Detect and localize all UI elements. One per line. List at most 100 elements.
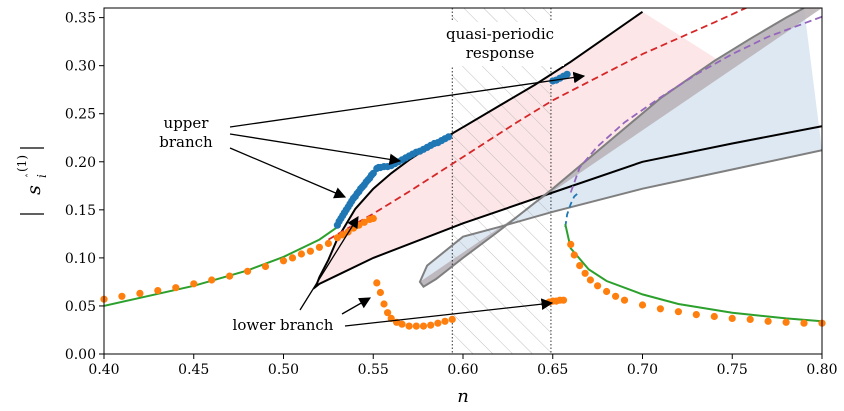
- x-tick-label-5: 0.65: [537, 362, 568, 378]
- orange-marker-50: [612, 292, 620, 300]
- series-purple-dashed-3: [569, 15, 822, 193]
- x-tick-label-2: 0.50: [268, 362, 299, 378]
- quasi-periodic-bounds: [451, 8, 552, 354]
- axis-ticks: 0.40 0.45 0.50 0.55 0.60 0.65 0.70 0.75 0.80 0.00…: [65, 11, 838, 378]
- orange-marker-32: [412, 322, 420, 330]
- upper-branch-line2: branch: [159, 133, 213, 151]
- orange-marker-35: [434, 319, 442, 327]
- lower-branch-label: lower branch: [233, 316, 334, 334]
- orange-marker-49: [603, 287, 611, 296]
- x-tick-label-3: 0.55: [358, 362, 389, 378]
- y-tick-label-1: 0.05: [65, 299, 96, 315]
- orange-marker-48: [594, 282, 602, 290]
- annotation-lower-branch: lower branch: [233, 216, 554, 334]
- orange-marker-42: [559, 296, 568, 304]
- orange-marker-37: [448, 315, 456, 323]
- quasi-periodic-line2: response: [466, 44, 535, 62]
- orange-marker-53: [656, 305, 665, 313]
- orange-marker-46: [581, 269, 589, 277]
- orange-marker-25: [376, 288, 384, 297]
- orange-marker-36: [441, 317, 449, 325]
- quasi-periodic-label-bg: [438, 22, 564, 66]
- orange-marker-21: [360, 218, 368, 226]
- blue-marker-47: [563, 70, 571, 78]
- x-axis-label: n: [457, 386, 469, 407]
- orange-marker-47: [586, 276, 595, 284]
- orange-marker-15: [324, 239, 332, 248]
- orange-marker-1: [118, 292, 126, 300]
- marker-layer: [100, 70, 826, 330]
- orange-marker-9: [261, 262, 270, 271]
- y-tick-label-3: 0.15: [65, 203, 96, 219]
- orange-marker-34: [427, 321, 435, 329]
- y-axis-label: s i ˆ (1): [15, 147, 49, 215]
- orange-marker-58: [746, 315, 754, 323]
- x-tick-label-1: 0.45: [178, 362, 209, 378]
- orange-marker-60: [782, 318, 790, 326]
- lower-branch-arrow-2: [341, 297, 372, 315]
- annotation-upper-branch: upper branch: [159, 71, 586, 199]
- orange-marker-17: [339, 231, 347, 239]
- series-red-dashed-1: [327, 8, 749, 241]
- orange-marker-26: [380, 300, 388, 308]
- y-label-s: s: [23, 185, 45, 195]
- orange-marker-6: [208, 276, 216, 284]
- orange-marker-7: [226, 272, 234, 280]
- orange-marker-56: [710, 312, 718, 321]
- orange-marker-59: [764, 317, 772, 325]
- upper-branch-arrow-3: [229, 147, 347, 199]
- lower-branch-arrow-3: [344, 298, 554, 327]
- quasi-periodic-line1: quasi-periodic: [446, 25, 554, 43]
- orange-marker-10: [279, 257, 288, 265]
- orange-marker-55: [692, 311, 700, 319]
- orange-marker-11: [288, 254, 297, 262]
- upper-branch-arrow-1: [229, 71, 586, 128]
- x-tick-label-4: 0.60: [447, 362, 478, 378]
- orange-marker-27: [384, 309, 392, 317]
- y-label-i: i: [35, 174, 49, 178]
- orange-marker-14: [315, 243, 323, 251]
- upper-branch-line1: upper: [164, 114, 210, 132]
- orange-marker-4: [172, 284, 180, 292]
- orange-marker-51: [620, 296, 629, 304]
- blue-marker-42: [445, 133, 453, 141]
- orange-marker-45: [576, 262, 584, 270]
- x-tick-label-6: 0.70: [627, 362, 658, 378]
- orange-marker-44: [570, 251, 578, 259]
- y-tick-label-0: 0.00: [65, 347, 96, 363]
- orange-marker-5: [190, 280, 198, 288]
- orange-marker-2: [136, 289, 144, 297]
- y-label-hat: ˆ: [26, 173, 37, 178]
- x-tick-label-8: 0.80: [806, 362, 837, 378]
- orange-marker-31: [405, 322, 413, 330]
- y-label-superscript: (1): [15, 155, 29, 172]
- upper-branch-arrow-2: [229, 133, 402, 166]
- orange-marker-30: [398, 320, 406, 328]
- x-tick-label-0: 0.40: [88, 362, 119, 378]
- orange-marker-54: [674, 308, 683, 316]
- y-tick-label-7: 0.35: [65, 11, 96, 27]
- orange-marker-13: [306, 247, 314, 255]
- series-blue-dashed-4: [564, 190, 581, 228]
- orange-marker-43: [567, 240, 575, 248]
- orange-marker-23: [369, 214, 377, 223]
- orange-marker-24: [373, 279, 381, 287]
- orange-marker-52: [638, 301, 647, 309]
- orange-marker-33: [419, 322, 428, 330]
- lower-branch-arrow-1: [299, 216, 359, 311]
- annotation-quasi-periodic: quasi-periodic response: [438, 22, 564, 66]
- y-tick-label-2: 0.10: [65, 251, 96, 267]
- y-tick-label-4: 0.20: [65, 155, 96, 171]
- orange-marker-8: [244, 267, 252, 275]
- series-gray-solid-2: [418, 8, 822, 289]
- orange-marker-61: [800, 319, 808, 327]
- y-tick-label-5: 0.25: [65, 107, 96, 123]
- orange-marker-3: [154, 287, 162, 295]
- orange-marker-12: [297, 250, 305, 258]
- orange-marker-16: [333, 234, 341, 242]
- y-tick-label-6: 0.30: [65, 59, 96, 75]
- orange-marker-57: [728, 314, 736, 322]
- series-black-solid-0: [313, 10, 822, 290]
- x-tick-label-7: 0.75: [717, 362, 748, 378]
